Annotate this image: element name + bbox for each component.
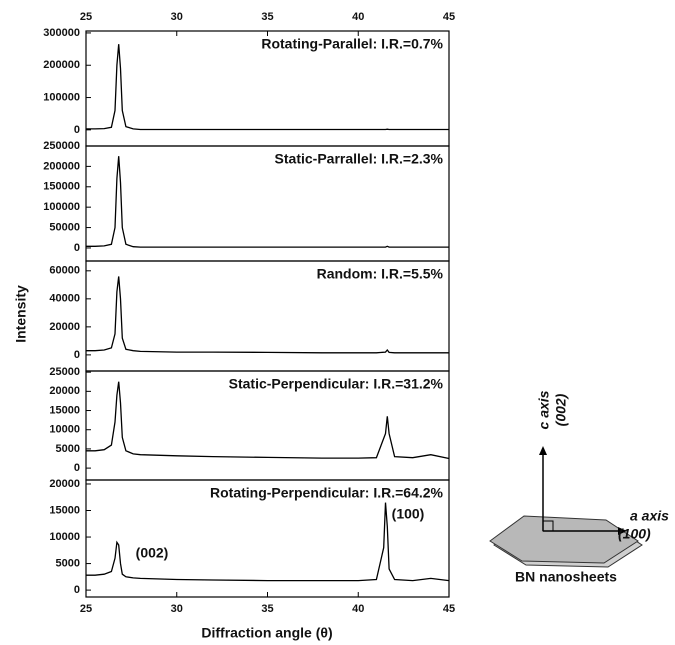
x-tick-label: 30 bbox=[171, 11, 183, 23]
y-tick-label: 10000 bbox=[49, 424, 80, 436]
panel-label: Rotating-Perpendicular: I.R.=64.2% bbox=[210, 485, 444, 501]
y-tick-label: 20000 bbox=[49, 385, 80, 397]
x-tick-label: 25 bbox=[80, 603, 92, 615]
y-tick-label: 40000 bbox=[49, 293, 80, 305]
y-tick-label: 200000 bbox=[43, 59, 80, 71]
y-axis-label: Intensity bbox=[13, 285, 29, 343]
diagram-label: (100) bbox=[618, 526, 651, 542]
y-tick-label: 15000 bbox=[49, 404, 80, 416]
y-tick-label: 5000 bbox=[56, 443, 80, 455]
data-line bbox=[86, 44, 449, 131]
right-angle bbox=[542, 520, 554, 532]
x-tick-label: 25 bbox=[80, 11, 92, 23]
data-line bbox=[86, 276, 449, 354]
x-tick-label: 45 bbox=[443, 603, 455, 615]
x-tick-label: 40 bbox=[352, 603, 364, 615]
y-tick-label: 150000 bbox=[43, 181, 80, 193]
y-tick-label: 100000 bbox=[43, 201, 80, 213]
x-tick-label: 30 bbox=[171, 603, 183, 615]
data-line bbox=[86, 381, 450, 460]
y-tick-label: 10000 bbox=[49, 531, 80, 543]
x-axis-label: Diffraction angle (θ) bbox=[201, 625, 332, 641]
y-tick-label: 5000 bbox=[56, 557, 80, 569]
y-tick-label: 0 bbox=[74, 462, 80, 474]
diagram-caption: BN nanosheets bbox=[515, 569, 617, 585]
y-tick-label: 20000 bbox=[49, 478, 80, 490]
y-tick-label: 25000 bbox=[49, 366, 80, 378]
peak-label: (100) bbox=[392, 506, 425, 522]
data-line bbox=[86, 502, 450, 582]
y-tick-label: 0 bbox=[74, 349, 80, 361]
x-tick-label: 35 bbox=[261, 603, 273, 615]
x-tick-label: 35 bbox=[261, 11, 273, 23]
y-tick-label: 250000 bbox=[43, 140, 80, 152]
sheet-top bbox=[489, 515, 639, 564]
y-tick-label: 0 bbox=[74, 242, 80, 254]
x-tick-label: 40 bbox=[352, 11, 364, 23]
y-tick-label: 0 bbox=[74, 124, 80, 136]
peak-label: (002) bbox=[136, 545, 169, 561]
panel-label: Static-Perpendicular: I.R.=31.2% bbox=[229, 376, 444, 392]
diagram-label: (002) bbox=[553, 393, 569, 426]
panel-label: Random: I.R.=5.5% bbox=[317, 266, 444, 282]
y-tick-label: 60000 bbox=[49, 265, 80, 277]
panel-label: Rotating-Parallel: I.R.=0.7% bbox=[261, 36, 443, 52]
y-tick-label: 50000 bbox=[49, 221, 80, 233]
panel-label: Static-Parrallel: I.R.=2.3% bbox=[275, 151, 444, 167]
arrow-head bbox=[539, 446, 547, 455]
y-tick-label: 20000 bbox=[49, 321, 80, 333]
data-line bbox=[86, 156, 449, 248]
y-tick-label: 0 bbox=[74, 584, 80, 596]
y-tick-label: 300000 bbox=[43, 27, 80, 39]
y-tick-label: 200000 bbox=[43, 160, 80, 172]
panel-frame bbox=[85, 479, 450, 598]
y-tick-label: 100000 bbox=[43, 91, 80, 103]
diagram-label: c axis bbox=[536, 390, 552, 429]
arrow-head bbox=[618, 527, 627, 535]
nanosheet-diagram: c axis (002) a axis (100) BN nanosheets bbox=[489, 390, 669, 585]
diagram-label: a axis bbox=[630, 508, 669, 524]
x-tick-label: 45 bbox=[443, 11, 455, 23]
y-tick-label: 15000 bbox=[49, 504, 80, 516]
